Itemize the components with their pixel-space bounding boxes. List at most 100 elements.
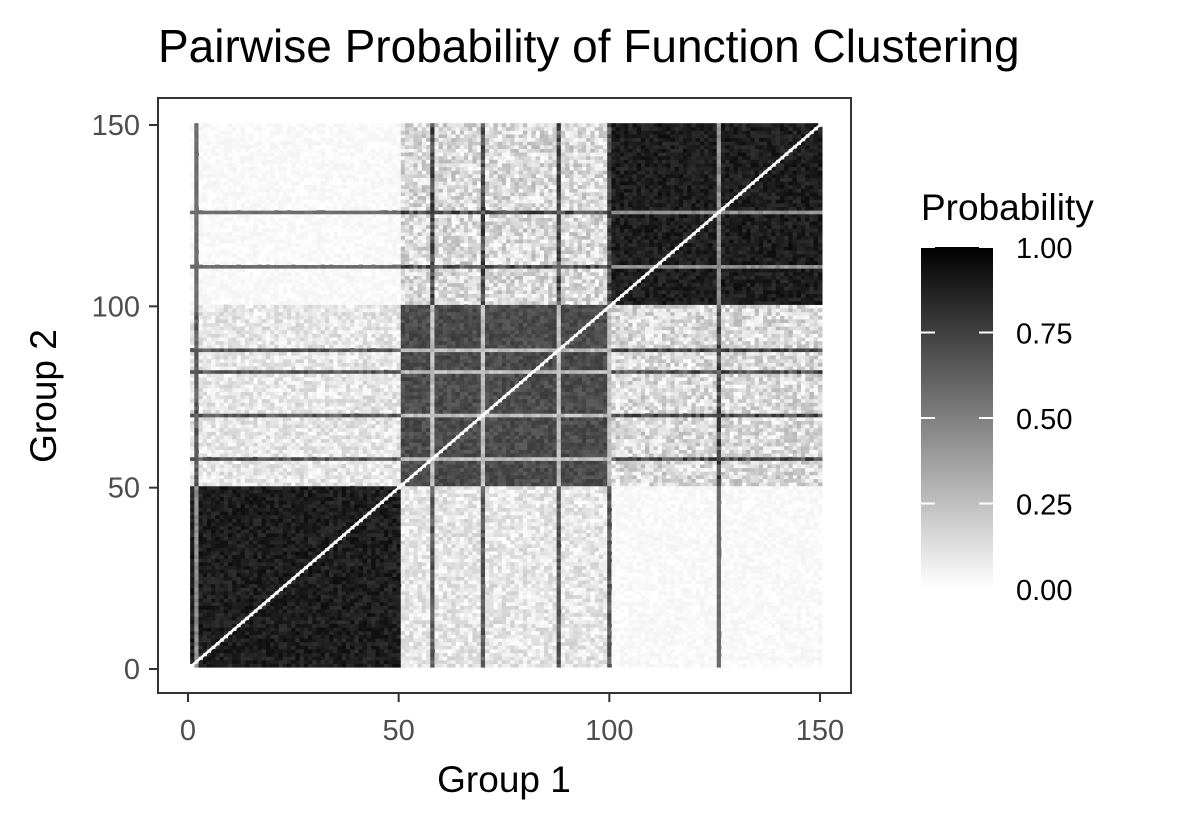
heatmap-cell (261, 493, 267, 498)
heatmap-cell (308, 391, 313, 396)
heatmap-cell (244, 532, 250, 538)
heatmap-cell (282, 326, 288, 331)
heatmap-cell (295, 366, 301, 371)
heatmap-cell (211, 406, 216, 411)
heatmap-cell (278, 163, 284, 168)
heatmap-cell (211, 532, 216, 538)
heatmap-cell (190, 507, 195, 512)
heatmap-cell (232, 300, 237, 305)
heatmap-cell (253, 297, 258, 302)
heatmap-cell (202, 616, 208, 621)
heatmap-cell (232, 148, 237, 153)
heatmap-cell (303, 529, 309, 534)
heatmap-cell (324, 565, 330, 570)
heatmap-cell (190, 551, 195, 556)
heatmap-cell (249, 322, 254, 327)
heatmap-cell (211, 264, 216, 269)
heatmap-cell (270, 652, 275, 657)
heatmap-cell (228, 231, 233, 237)
heatmap-cell (329, 471, 334, 476)
heatmap-cell (287, 348, 292, 353)
heatmap-cell (249, 184, 254, 189)
heatmap-cell (303, 612, 309, 617)
heatmap-cell (295, 416, 301, 421)
heatmap-cell (265, 137, 271, 142)
heatmap-cell (194, 583, 199, 588)
heatmap-cell (291, 424, 296, 429)
heatmap-cell (287, 627, 292, 632)
heatmap-cell (320, 123, 326, 128)
heatmap-cell (299, 453, 305, 458)
heatmap-cell (249, 442, 254, 447)
heatmap-cell (190, 620, 195, 625)
heatmap-cell (295, 413, 301, 418)
heatmap-cell (232, 514, 237, 519)
heatmap-cell (206, 612, 212, 617)
heatmap-cell (287, 355, 292, 360)
heatmap-cell (253, 221, 258, 226)
heatmap-cell (244, 210, 250, 215)
heatmap-cell (278, 659, 284, 664)
heatmap-cell (278, 453, 284, 458)
heatmap-cell (270, 565, 275, 570)
heatmap-cell (333, 148, 338, 153)
heatmap-cell (282, 453, 288, 458)
heatmap-cell (295, 663, 301, 668)
heatmap-cell (244, 558, 250, 563)
heatmap-cell (295, 177, 301, 182)
heatmap-cell (194, 250, 199, 255)
heatmap-cell (240, 456, 246, 461)
heatmap-cell (228, 239, 233, 244)
heatmap-cell (337, 322, 343, 327)
heatmap-cell (223, 587, 229, 592)
heatmap-cell (215, 170, 221, 175)
heatmap-cell (253, 163, 258, 168)
heatmap-cell (324, 464, 330, 469)
heatmap-cell (270, 482, 275, 487)
heatmap-cell (274, 601, 279, 606)
heatmap-cell (282, 620, 288, 625)
heatmap-cell (316, 478, 322, 483)
heatmap-cell (215, 329, 221, 334)
heatmap-cell (265, 348, 271, 353)
heatmap-cell (299, 627, 305, 632)
heatmap-cell (236, 591, 242, 596)
heatmap-cell (287, 525, 292, 530)
heatmap-cell (206, 126, 212, 131)
heatmap-cell (261, 377, 267, 382)
heatmap-cell (198, 387, 204, 392)
heatmap-cell (341, 598, 347, 603)
heatmap-cell (228, 543, 233, 548)
heatmap-cell (244, 366, 250, 371)
heatmap-cell (240, 649, 246, 654)
heatmap-cell (202, 449, 208, 454)
heatmap-cell (198, 130, 204, 135)
heatmap-cell (270, 380, 275, 385)
heatmap-cell (287, 445, 292, 450)
heatmap-cell (312, 630, 317, 635)
heatmap-cell (232, 474, 237, 480)
heatmap-cell (257, 177, 263, 182)
heatmap-cell (291, 184, 296, 189)
heatmap-cell (261, 275, 267, 280)
heatmap-cell (228, 282, 233, 287)
heatmap-cell (219, 380, 225, 385)
heatmap-cell (270, 126, 275, 131)
heatmap-cell (303, 340, 309, 345)
heatmap-cell (206, 514, 212, 519)
heatmap-cell (194, 424, 199, 429)
heatmap-cell (244, 123, 250, 128)
heatmap-cell (219, 348, 225, 353)
heatmap-cell (232, 242, 237, 247)
heatmap-cell (274, 384, 279, 389)
heatmap-cell (219, 257, 225, 262)
heatmap-cell (312, 547, 317, 552)
heatmap-cell (257, 442, 263, 447)
heatmap-cell (261, 496, 267, 501)
heatmap-cell (211, 591, 216, 596)
heatmap-cell (202, 529, 208, 534)
heatmap-cell (249, 634, 254, 639)
heatmap-cell (312, 242, 317, 247)
heatmap-cell (295, 598, 301, 603)
heatmap-cell (198, 474, 204, 480)
